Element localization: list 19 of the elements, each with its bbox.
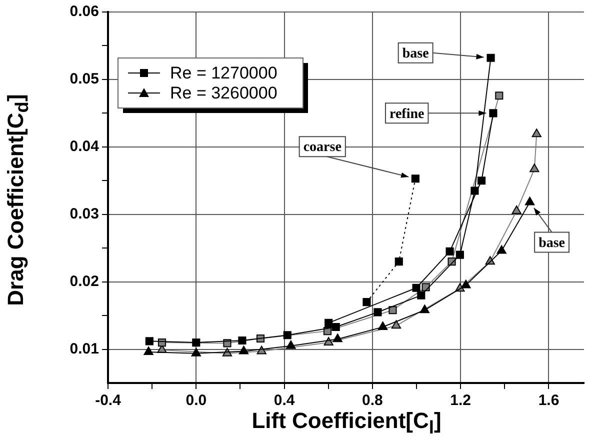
x-tick-label: 0.8 xyxy=(362,392,383,410)
y-tick-label: 0.01 xyxy=(70,340,99,358)
y-tick-label: 0.06 xyxy=(70,3,99,20)
y-tick-label: 0.04 xyxy=(70,138,100,156)
annotation: base xyxy=(538,236,566,251)
x-tick-label: 0.0 xyxy=(186,392,207,410)
annotation: refine xyxy=(389,106,424,122)
y-tick-label: 0.05 xyxy=(70,70,99,88)
legend-label: Re = 1270000 xyxy=(170,64,278,83)
x-tick-label: 1.2 xyxy=(450,392,472,410)
y-tick-label: 0.02 xyxy=(70,272,99,290)
legend-label: Re = 3260000 xyxy=(170,84,278,103)
x-axis-title: Lift Coefficient[C$_{l}$] xyxy=(250,408,442,438)
x-tick-label: 1.6 xyxy=(538,392,560,410)
x-tick-label: -0.4 xyxy=(95,392,122,410)
y-tick-label: 0.03 xyxy=(70,206,99,223)
annotation: base xyxy=(402,46,429,62)
annotation: coarse xyxy=(303,140,342,156)
x-tick-label: 0.4 xyxy=(274,392,296,410)
